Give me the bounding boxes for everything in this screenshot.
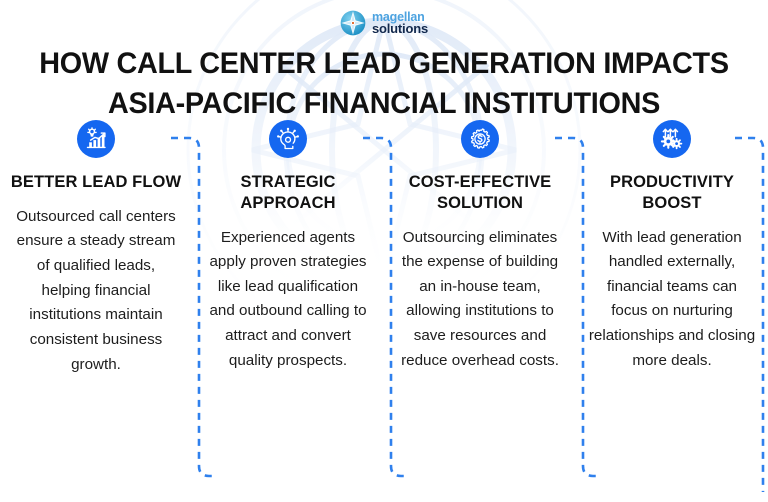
page-title: HOW CALL CENTER LEAD GENERATION IMPACTS … [15,44,752,124]
gears-up-arrows-icon [653,120,691,158]
column-body-text: With lead generation handled externally,… [588,228,756,369]
title-line-1: HOW CALL CENTER LEAD GENERATION IMPACTS [39,47,729,80]
column-body-text: Outsourcing eliminates the expense of bu… [401,228,559,369]
column-body-text: Outsourced call centers ensure a steady … [16,207,176,373]
column-heading: PRODUCTIVITY BOOST [609,173,735,212]
brand-name-line2: solutions [372,20,428,36]
column-heading: BETTER LEAD FLOW [10,173,182,191]
dollar-gear-icon [461,120,499,158]
brand-logo: magellan solutions [0,8,768,38]
benefit-column-cost-effective-solution: COST-EFFECTIVE SOLUTION Outsourcing elim… [384,120,576,502]
benefit-columns: BETTER LEAD FLOW Outsourced call centers… [0,120,768,502]
column-body-text: Experienced agents apply proven strategi… [209,228,367,369]
benefit-column-better-lead-flow: BETTER LEAD FLOW Outsourced call centers… [0,120,192,502]
column-heading: COST-EFFECTIVE SOLUTION [408,173,552,212]
brain-network-head-icon [269,120,307,158]
title-line-2: ASIA-PACIFIC FINANCIAL INSTITUTIONS [107,87,661,121]
lead-growth-chart-icon [77,120,115,158]
benefit-column-strategic-approach: STRATEGIC APPROACH Experienced agents ap… [192,120,384,502]
column-heading: STRATEGIC APPROACH [240,173,336,212]
compass-star-icon [340,10,366,36]
benefit-column-productivity-boost: PRODUCTIVITY BOOST With lead generation … [576,120,768,502]
